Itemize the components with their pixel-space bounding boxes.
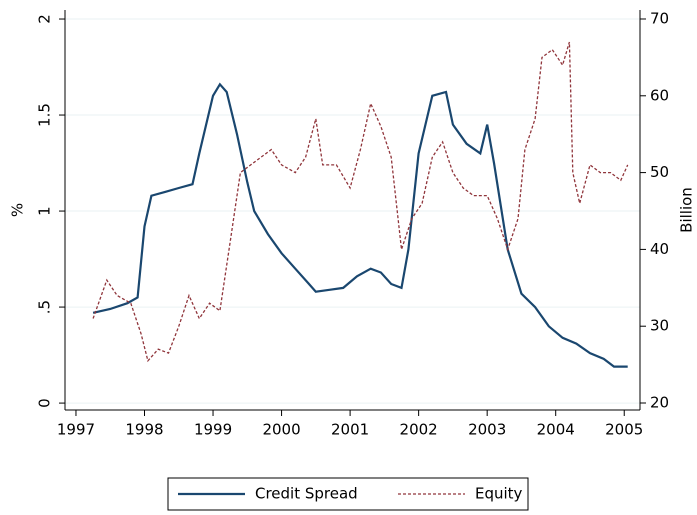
series-line bbox=[92, 41, 629, 363]
y2-tick-label: 20 bbox=[650, 394, 669, 412]
y-axis-label: % bbox=[9, 203, 27, 217]
x-tick-label: 2005 bbox=[605, 421, 643, 439]
legend-label: Credit Spread bbox=[255, 485, 358, 503]
legend-label: Equity bbox=[475, 485, 523, 503]
x-tick-label: 1999 bbox=[194, 421, 232, 439]
y2-tick-label: 70 bbox=[650, 9, 669, 27]
x-tick-label: 2003 bbox=[468, 421, 506, 439]
y2-tick-label: 30 bbox=[650, 317, 669, 335]
y-tick-label: 1.5 bbox=[36, 103, 54, 127]
y2-tick-label: 40 bbox=[650, 240, 669, 258]
y2-tick-label: 50 bbox=[650, 163, 669, 181]
y-tick-label: 2 bbox=[36, 14, 54, 24]
y2-axis-label: Billion bbox=[678, 187, 696, 233]
y2-tick-label: 60 bbox=[650, 86, 669, 104]
series-line bbox=[92, 82, 628, 368]
y-tick-label: 0 bbox=[36, 398, 54, 408]
x-tick-label: 1997 bbox=[57, 421, 95, 439]
x-tick-label: 2001 bbox=[331, 421, 369, 439]
x-tick-label: 1998 bbox=[125, 421, 163, 439]
x-tick-label: 2000 bbox=[262, 421, 300, 439]
y-tick-label: .5 bbox=[36, 300, 54, 314]
x-tick-label: 2002 bbox=[400, 421, 438, 439]
y-tick-label: 1 bbox=[36, 206, 54, 216]
x-tick-label: 2004 bbox=[537, 421, 575, 439]
